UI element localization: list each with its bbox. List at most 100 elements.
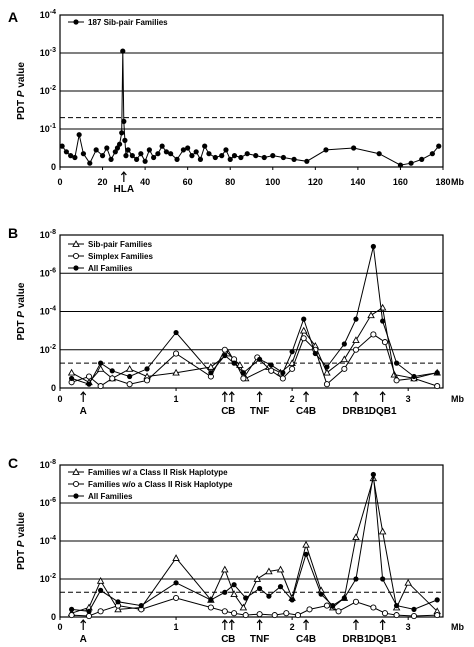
data-point-triangle <box>340 355 349 363</box>
marker-label: C4B <box>296 634 316 645</box>
tick-exponent: -2 <box>50 573 56 580</box>
data-point-open <box>393 612 400 619</box>
data-point-filled <box>376 151 382 157</box>
data-point-filled <box>353 576 359 582</box>
data-point-triangle <box>236 361 244 368</box>
data-point-filled <box>68 153 74 159</box>
data-point-open <box>323 381 330 388</box>
x-axis-unit-label: Mb <box>451 394 464 404</box>
data-point-triangle <box>302 540 310 548</box>
data-point-filled <box>291 156 297 162</box>
data-point-triangle <box>96 576 105 584</box>
data-point-filled <box>98 587 104 594</box>
x-axis-unit-label: Mb <box>451 177 464 187</box>
data-point-filled <box>173 329 179 336</box>
data-point-triangle <box>265 567 273 575</box>
tick-exponent: -8 <box>50 229 56 236</box>
data-point-filled <box>125 147 131 153</box>
legend-label: Families w/ a Class II Risk Haplotype <box>88 468 228 477</box>
data-point-filled <box>222 589 228 595</box>
y-tick-label: 10-2 <box>40 573 56 584</box>
y-axis-label-part: value <box>16 282 27 311</box>
data-point-filled <box>104 145 110 151</box>
data-point-filled <box>419 156 425 162</box>
data-point-filled <box>289 597 295 603</box>
panel-letter: B <box>8 225 18 241</box>
legend-label: Families w/o a Class II Risk Haplotype <box>88 480 233 489</box>
data-point-filled <box>127 373 133 380</box>
data-point-filled <box>434 597 440 603</box>
data-point-filled <box>219 153 225 159</box>
x-tick-label: 0 <box>57 622 62 632</box>
legend-swatch-marker <box>73 265 79 271</box>
tick-exponent: -4 <box>50 306 56 313</box>
marker-arrow-head <box>352 619 359 624</box>
data-point-filled <box>98 360 104 366</box>
legend-swatch-marker <box>72 240 80 247</box>
data-point-triangle <box>230 590 238 598</box>
series-line <box>71 474 438 612</box>
x-tick-label: 2 <box>290 394 295 404</box>
y-axis-label-part: P <box>16 540 27 550</box>
x-tick-label: 100 <box>265 177 280 187</box>
y-tick-label: 0 <box>51 383 56 393</box>
data-point-filled <box>312 350 318 357</box>
tick-exponent: -2 <box>50 85 56 92</box>
data-point-filled <box>76 132 82 138</box>
y-tick-label: 0 <box>51 162 56 172</box>
panel-letter: A <box>8 9 18 25</box>
data-point-filled <box>59 143 65 149</box>
data-point-open <box>370 331 377 338</box>
data-point-filled <box>142 158 148 164</box>
data-point-filled <box>244 151 250 157</box>
data-point-filled <box>69 606 75 613</box>
marker-arrow-head <box>303 391 310 396</box>
data-point-filled <box>289 349 295 355</box>
legend-label: Sib-pair Families <box>88 240 153 249</box>
data-point-filled <box>116 141 123 147</box>
x-tick-label: 1 <box>174 622 179 632</box>
data-point-triangle <box>239 603 248 611</box>
data-point-triangle <box>404 578 412 586</box>
data-point-open <box>410 613 418 620</box>
data-point-open <box>173 594 180 602</box>
legend-label: 187 Sib-pair Families <box>88 18 168 27</box>
data-point-filled <box>138 603 144 609</box>
data-point-filled <box>115 599 121 605</box>
data-point-filled <box>240 370 246 376</box>
data-point-triangle <box>378 527 387 535</box>
data-point-filled <box>112 149 118 155</box>
data-point-filled <box>193 149 199 155</box>
tick-base: 10 <box>40 574 50 584</box>
marker-label: DRB1 <box>342 634 370 645</box>
legend-label: Simplex Families <box>88 252 153 261</box>
y-tick-label: 10-2 <box>40 85 56 96</box>
data-point-open <box>381 610 389 617</box>
data-point-filled <box>197 156 204 162</box>
x-tick-label: 3 <box>406 394 411 404</box>
data-point-filled <box>208 370 214 376</box>
data-point-triangle <box>67 368 76 376</box>
y-axis-label-part: value <box>16 62 27 91</box>
x-tick-label: 40 <box>140 177 150 187</box>
tick-base: 10 <box>40 498 50 508</box>
tick-base: 10 <box>40 268 50 278</box>
data-point-filled <box>99 153 106 159</box>
data-point-filled <box>411 373 417 380</box>
data-point-triangle <box>367 311 375 319</box>
data-point-filled <box>222 352 228 359</box>
y-tick-label: 10-3 <box>40 47 56 58</box>
data-point-filled <box>261 154 267 161</box>
x-tick-label: 120 <box>308 177 323 187</box>
data-point-filled <box>173 580 179 586</box>
marker-label: C <box>221 406 228 417</box>
y-tick-label: 10-4 <box>40 306 56 317</box>
tick-exponent: -1 <box>50 123 56 130</box>
data-point-filled <box>304 158 310 164</box>
x-tick-label: 20 <box>98 177 108 187</box>
data-point-filled <box>231 153 238 159</box>
y-axis-label-part: PDT <box>16 320 27 340</box>
data-point-filled <box>227 156 233 162</box>
data-point-filled <box>109 368 115 374</box>
marker-arrow-head <box>228 619 235 624</box>
